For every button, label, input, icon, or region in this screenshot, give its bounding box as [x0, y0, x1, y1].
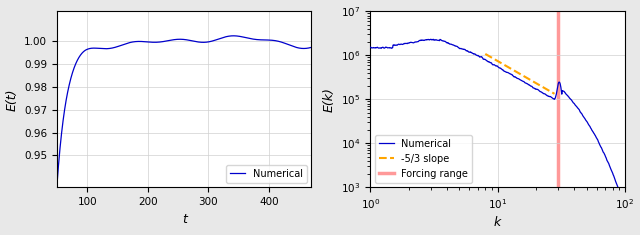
-5/3 slope — [534, 83, 541, 86]
Line: Numerical: Numerical — [371, 39, 625, 208]
-5/3 slope — [515, 72, 523, 75]
-5/3 slope — [494, 60, 502, 63]
X-axis label: k: k — [494, 216, 501, 229]
Legend: Numerical, -5/3 slope, Forcing range: Numerical, -5/3 slope, Forcing range — [375, 135, 472, 183]
-5/3 slope — [529, 80, 537, 83]
Numerical — [560, 90, 568, 93]
-5/3 slope — [527, 78, 534, 81]
Numerical — [308, 46, 316, 49]
Line: -5/3 slope: -5/3 slope — [485, 54, 554, 94]
-5/3 slope — [547, 90, 554, 93]
Y-axis label: E(t): E(t) — [6, 88, 19, 111]
-5/3 slope — [511, 70, 519, 72]
-5/3 slope — [481, 52, 489, 55]
Numerical — [586, 125, 594, 128]
-5/3 slope — [495, 61, 503, 63]
Numerical — [300, 47, 308, 50]
-5/3 slope — [508, 68, 516, 71]
Numerical — [529, 86, 537, 89]
-5/3 slope — [536, 84, 544, 87]
Numerical — [253, 38, 261, 41]
-5/3 slope — [541, 87, 548, 90]
-5/3 slope — [543, 88, 551, 91]
Y-axis label: E(k): E(k) — [323, 87, 335, 112]
Numerical — [382, 46, 390, 49]
-5/3 slope — [486, 55, 493, 58]
-5/3 slope — [528, 79, 536, 82]
-5/3 slope — [524, 77, 531, 80]
Legend: Numerical: Numerical — [227, 165, 307, 183]
Numerical — [230, 34, 237, 37]
-5/3 slope — [521, 75, 529, 78]
-5/3 slope — [518, 74, 526, 77]
-5/3 slope — [509, 69, 517, 72]
-5/3 slope — [545, 89, 553, 92]
Numerical — [170, 38, 178, 41]
-5/3 slope — [550, 92, 558, 95]
Numerical — [300, 47, 308, 50]
-5/3 slope — [542, 87, 550, 90]
Numerical — [177, 38, 184, 41]
-5/3 slope — [493, 59, 500, 62]
-5/3 slope — [538, 85, 546, 88]
Numerical — [66, 80, 74, 83]
-5/3 slope — [484, 54, 492, 57]
-5/3 slope — [525, 78, 533, 81]
-5/3 slope — [483, 53, 490, 56]
-5/3 slope — [540, 86, 547, 89]
-5/3 slope — [535, 83, 543, 86]
-5/3 slope — [531, 81, 539, 84]
-5/3 slope — [548, 91, 556, 94]
-5/3 slope — [522, 76, 530, 79]
-5/3 slope — [487, 56, 495, 59]
-5/3 slope — [502, 65, 510, 67]
Numerical — [53, 184, 61, 187]
-5/3 slope — [490, 57, 497, 60]
-5/3 slope — [492, 58, 499, 61]
Numerical — [515, 77, 522, 80]
Numerical — [429, 38, 437, 41]
-5/3 slope — [532, 82, 540, 85]
Numerical — [367, 46, 374, 49]
-5/3 slope — [501, 64, 509, 67]
X-axis label: t: t — [182, 213, 187, 226]
-5/3 slope — [516, 73, 524, 76]
-5/3 slope — [488, 57, 496, 59]
-5/3 slope — [513, 70, 520, 73]
-5/3 slope — [507, 67, 515, 70]
-5/3 slope — [549, 92, 557, 94]
-5/3 slope — [520, 74, 527, 77]
Line: Numerical: Numerical — [57, 36, 312, 185]
-5/3 slope — [497, 62, 505, 64]
Numerical — [621, 206, 628, 209]
-5/3 slope — [499, 62, 506, 65]
-5/3 slope — [514, 71, 522, 74]
-5/3 slope — [500, 63, 508, 66]
Numerical — [522, 82, 529, 84]
-5/3 slope — [506, 66, 513, 69]
-5/3 slope — [504, 66, 512, 68]
